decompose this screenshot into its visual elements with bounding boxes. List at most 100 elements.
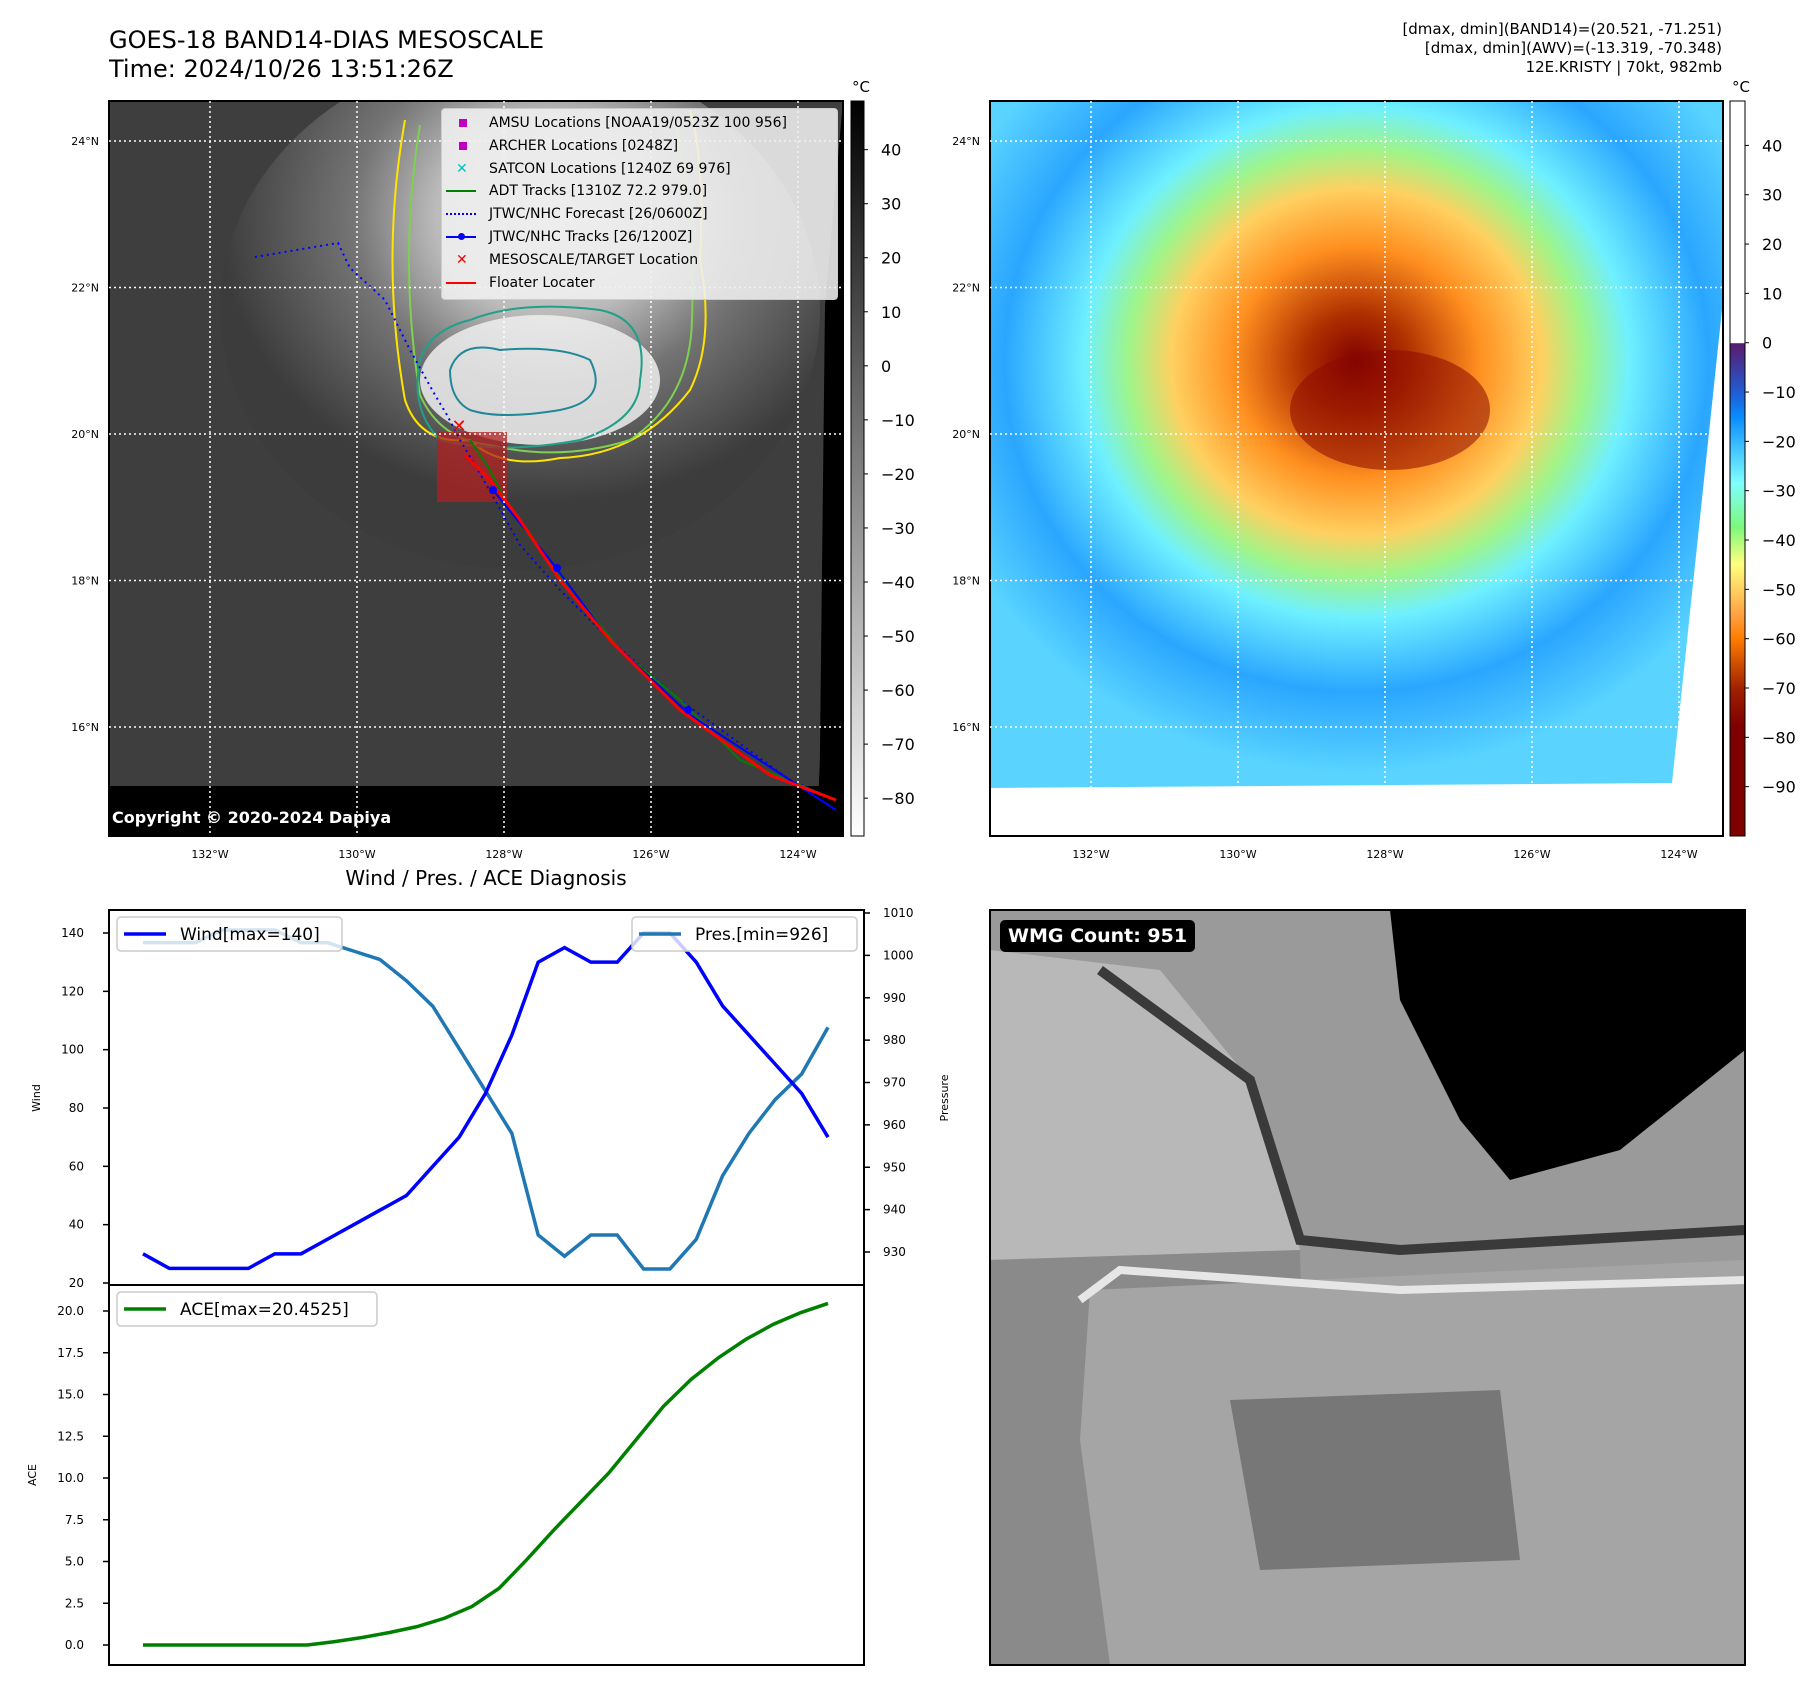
colorbar-left xyxy=(850,100,865,837)
lon-label: 130°W xyxy=(1219,848,1256,861)
jtwc-track-point xyxy=(489,486,497,494)
map-legend-item: JTWC/NHC Forecast [26/0600Z] xyxy=(442,203,837,225)
wind-ytick-label: 120 xyxy=(61,984,84,998)
ace-ytick-label: 17.5 xyxy=(57,1346,84,1360)
colorbar-tick-label: −50 xyxy=(1762,580,1796,599)
pressure-yaxis-ticks: 1010 1000 990 980 970 960 950 940 930 xyxy=(864,906,914,1259)
ace-ytick-label: 5.0 xyxy=(65,1555,84,1569)
ace-series-line xyxy=(143,1301,829,1647)
ace-ytick-label: 0.0 xyxy=(65,1638,84,1652)
map-legend-item: JTWC/NHC Tracks [26/1200Z] xyxy=(442,226,837,248)
legend-line-icon xyxy=(446,180,478,202)
colorbar-tick-label: 30 xyxy=(1762,186,1782,205)
lon-label: 132°W xyxy=(191,848,228,861)
map-legend-label: JTWC/NHC Forecast [26/0600Z] xyxy=(489,206,708,223)
coldest-cloud-tops xyxy=(1290,350,1490,470)
map-legend-label: SATCON Locations [1240Z 69 976] xyxy=(489,160,731,177)
lat-label: 24°N xyxy=(952,135,980,148)
storm-summary: 12E.KRISTY | 70kt, 982mb xyxy=(1525,58,1722,76)
wmg-panel xyxy=(989,909,1746,1666)
wind-yaxis-ticks: 140 120 100 80 60 40 20 xyxy=(61,926,109,1290)
ace-ytick-label: 20.0 xyxy=(57,1304,84,1318)
pressure-ytick-label: 930 xyxy=(883,1245,906,1259)
colorbar-left-ticks: 40 30 20 10 0 −10 −20 −30 −40 −50 −60 −70 −80 xyxy=(864,141,915,808)
map-legend-item: ✕ MESOSCALE/TARGET Location xyxy=(442,249,837,271)
ace-legend-box xyxy=(116,1291,378,1327)
pressure-axis-label: Pressure xyxy=(938,1074,951,1121)
wind-axis-label: Wind xyxy=(30,1084,43,1112)
ace-legend: ACE[max=20.4525] xyxy=(116,1291,378,1327)
map-legend-item: ✕ SATCON Locations [1240Z 69 976] xyxy=(442,158,837,180)
map-legend-label: ADT Tracks [1310Z 72.2 979.0] xyxy=(489,183,708,200)
ace-ytick-label: 10.0 xyxy=(57,1471,84,1485)
title-line-1: GOES-18 BAND14-DIAS MESOSCALE xyxy=(109,26,545,54)
colorbar-tick-label: −80 xyxy=(881,789,915,808)
band14-range: [dmax, dmin](BAND14)=(20.521, -71.251) xyxy=(1402,20,1722,38)
wind-ytick-label: 100 xyxy=(61,1043,84,1057)
colorbar-tick-label: −70 xyxy=(1762,679,1796,698)
map-legend-label: AMSU Locations [NOAA19/0523Z 100 956] xyxy=(489,115,788,131)
jtwc-track-point xyxy=(553,564,561,572)
map-right-lat-labels: 24°N 22°N 20°N 18°N 16°N xyxy=(952,135,980,734)
lat-label: 22°N xyxy=(71,282,99,295)
colorbar-tick-label: −40 xyxy=(881,573,915,592)
copyright-notice: Copyright © 2020-2024 Dapiya xyxy=(112,808,392,827)
lon-label: 126°W xyxy=(632,848,669,861)
pressure-ytick-label: 1000 xyxy=(883,948,914,962)
ace-legend-label: ACE[max=20.4525] xyxy=(180,1300,349,1320)
wmg-region-light xyxy=(990,950,1300,1260)
lon-label: 128°W xyxy=(485,848,522,861)
map-left-frame xyxy=(108,100,844,837)
colorbar-tick-label: −20 xyxy=(881,465,915,484)
colorbar-right-ticks: 40 30 20 10 0 −10 −20 −30 −40 −50 −60 −70 −80 −90 xyxy=(1745,136,1796,797)
colorbar-tick-label: −60 xyxy=(1762,630,1796,649)
title-line-2: Time: 2024/10/26 13:51:26Z xyxy=(109,55,454,83)
ace-axes xyxy=(108,1284,865,1666)
legend-line-dot-icon xyxy=(446,226,478,248)
pressure-ytick-label: 970 xyxy=(883,1076,906,1090)
contour-blue-teal xyxy=(449,346,597,416)
colorbar-right xyxy=(1729,100,1746,837)
wind-ytick-label: 20 xyxy=(69,1276,84,1290)
colorbar-tick-label: −50 xyxy=(881,627,915,646)
map-left-lon-labels: 132°W 130°W 128°W 126°W 124°W xyxy=(191,848,816,861)
wind-legend-label: Wind[max=140] xyxy=(180,925,320,945)
colorbar-tick-label: 10 xyxy=(1762,284,1782,303)
wind-pressure-axes xyxy=(108,909,865,1286)
colorbar-tick-label: 0 xyxy=(881,357,891,376)
map-legend-item: Floater Locater xyxy=(442,272,837,294)
colorbar-right-unit: °C xyxy=(1732,78,1750,96)
pressure-legend-label: Pres.[min=926] xyxy=(695,925,828,945)
pressure-legend-box xyxy=(631,916,858,952)
map-legend-item: ARCHER Locations [0248Z] xyxy=(442,135,837,157)
ace-ytick-label: 15.0 xyxy=(57,1388,84,1402)
awv-temperature-map xyxy=(990,101,1723,836)
colorbar-tick-label: 40 xyxy=(1762,136,1782,155)
legend-line-icon xyxy=(446,272,478,294)
legend-square-icon xyxy=(446,112,478,134)
wmg-boundary xyxy=(1097,965,1746,1256)
colorbar-tick-label: −40 xyxy=(1762,531,1796,550)
figure-title: GOES-18 BAND14-DIAS MESOSCALE Time: 2024/… xyxy=(109,26,544,84)
wmg-bright-edge xyxy=(1077,1265,1746,1304)
lon-label: 132°W xyxy=(1072,848,1109,861)
lat-label: 16°N xyxy=(952,721,980,734)
pressure-ytick-label: 950 xyxy=(883,1160,906,1174)
lat-label: 18°N xyxy=(71,575,99,588)
map-right-gridlines xyxy=(990,101,1723,836)
wmg-frame xyxy=(989,909,1746,1666)
colorbar-tick-label: 0 xyxy=(1762,334,1772,353)
colorbar-tick-label: −60 xyxy=(881,681,915,700)
colorbar-tick-label: −90 xyxy=(1762,778,1796,797)
lon-label: 124°W xyxy=(1660,848,1697,861)
wind-ytick-label: 40 xyxy=(69,1218,84,1232)
lat-label: 20°N xyxy=(71,428,99,441)
map-legend-label: JTWC/NHC Tracks [26/1200Z] xyxy=(489,229,693,245)
map-right-frame xyxy=(989,100,1724,837)
colorbar-left-unit: °C xyxy=(852,78,870,96)
legend-square-icon xyxy=(446,135,478,157)
lat-label: 22°N xyxy=(952,282,980,295)
colorbar-tick-label: −80 xyxy=(1762,728,1796,747)
colorbar-tick-label: 40 xyxy=(881,141,901,160)
map-legend: AMSU Locations [NOAA19/0523Z 100 956] ARC… xyxy=(441,108,838,300)
